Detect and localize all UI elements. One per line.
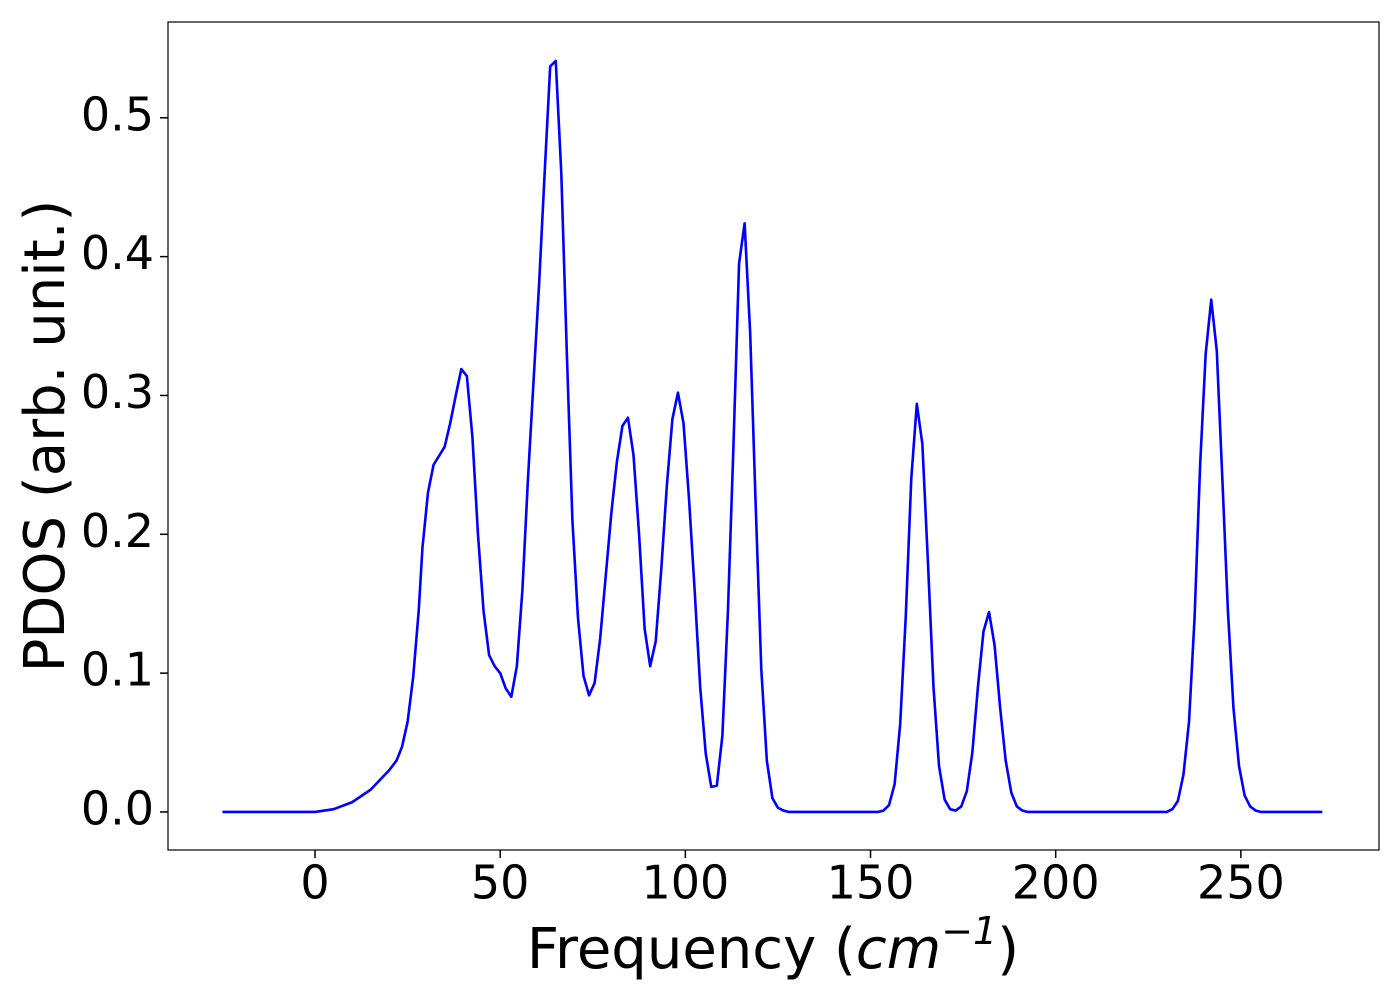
x-axis-label: Frequency (cm−1) (527, 909, 1019, 982)
x-tick-label: 50 (471, 856, 530, 910)
x-label-exponent: −1 (941, 909, 997, 953)
y-tick-label: 0.4 (81, 226, 154, 280)
y-axis-label: PDOS (arb. unit.) (13, 200, 78, 673)
x-tick-label: 0 (300, 856, 329, 910)
x-label-text: ) (997, 917, 1019, 982)
y-tick-label: 0.0 (81, 781, 154, 835)
x-tick-label: 250 (1197, 856, 1285, 910)
y-tick-label: 0.1 (81, 643, 154, 697)
x-tick-label: 100 (641, 856, 729, 910)
y-tick-label: 0.5 (81, 87, 154, 141)
y-tick-label: 0.3 (81, 365, 154, 419)
x-tick-label: 200 (1012, 856, 1100, 910)
x-label-text: Frequency ( (527, 917, 856, 982)
x-label-unit: cm (856, 917, 941, 982)
data-line (222, 59, 1323, 814)
plot-frame (167, 21, 1380, 851)
y-tick-label: 0.2 (81, 504, 154, 558)
x-tick-label: 150 (827, 856, 915, 910)
